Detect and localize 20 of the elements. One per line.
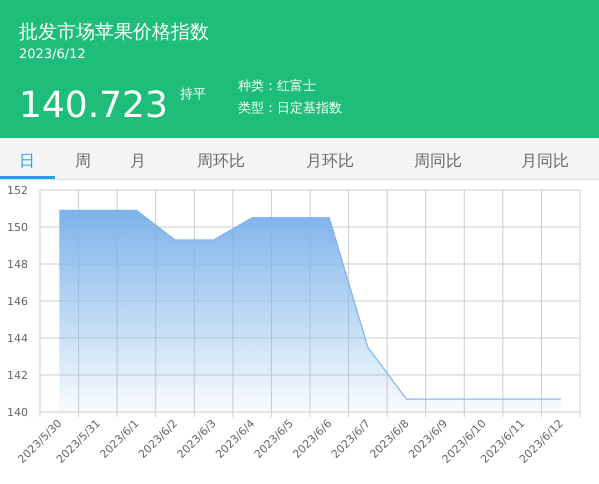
y-tick-label: 148 (7, 258, 28, 271)
chart-title: 批发市场苹果价格指数 (19, 21, 209, 43)
text: 日 (19, 151, 35, 170)
text: 周环比 (197, 151, 245, 170)
y-tick-label: 150 (7, 221, 28, 234)
text: 类型：日定基指数 (238, 101, 342, 116)
text: 月同比 (521, 151, 569, 170)
text: 种类：红富士 (238, 78, 316, 94)
text: 月环比 (306, 151, 354, 170)
text: 140.723 (19, 85, 168, 126)
y-tick-label: 146 (7, 295, 28, 308)
text: 持平 (180, 87, 206, 102)
text: 月 (130, 151, 146, 170)
y-tick-label: 140 (7, 406, 28, 419)
text: 周同比 (414, 151, 462, 170)
text: 周 (75, 151, 91, 170)
chart-subtitle: 2023/6/12 (19, 47, 86, 62)
y-tick-label: 142 (7, 369, 28, 382)
y-tick-label: 152 (7, 184, 28, 197)
y-tick-label: 144 (7, 332, 28, 345)
